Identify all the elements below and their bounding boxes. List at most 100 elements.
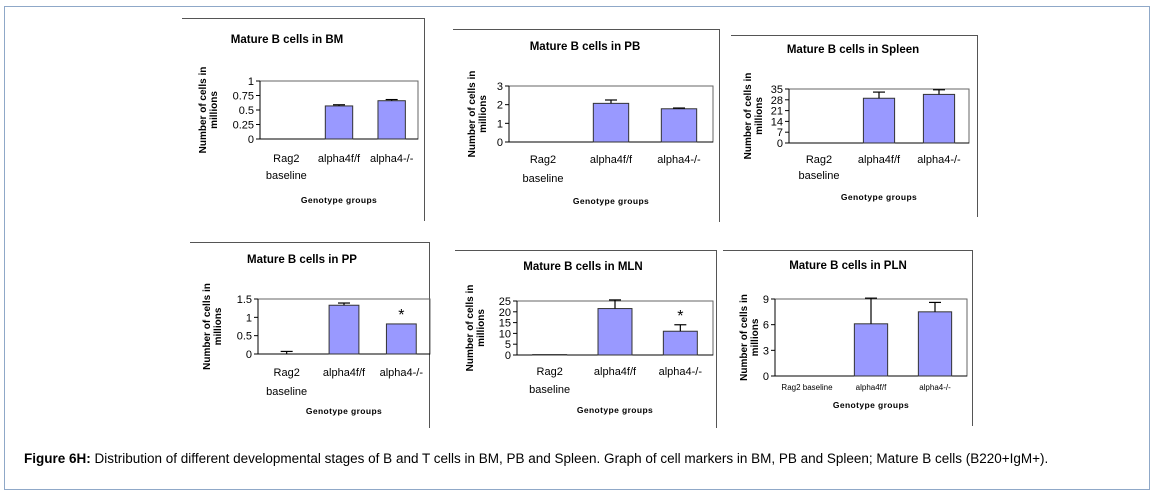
- chart-title: Mature B cells in PP: [247, 254, 357, 266]
- y-tick-label: 9: [763, 294, 769, 306]
- y-axis-label-line: millions: [750, 318, 761, 356]
- category-label: alpha4-/-: [659, 366, 703, 378]
- y-axis-label-line: millions: [209, 91, 220, 129]
- y-tick-label: 25: [499, 296, 511, 308]
- bar: [917, 311, 953, 377]
- y-axis-label-line: millions: [754, 97, 765, 135]
- bar: [662, 330, 698, 356]
- caption-text: Distribution of different developmental …: [90, 451, 1049, 466]
- chart-panel-pln: Mature B cells in PLN Number of cells inm…: [723, 250, 973, 426]
- y-tick-label: 28: [771, 95, 783, 107]
- x-axis-label: Genotype groups: [841, 192, 917, 202]
- y-axis-label: Number of cells inmillions: [739, 294, 761, 381]
- y-tick-label: 0.25: [233, 120, 254, 132]
- y-tick-label: 15: [499, 318, 511, 330]
- chart-panel-spleen: Mature B cells in Spleen Number of cells …: [731, 35, 978, 217]
- category-label: alpha4f/f: [590, 154, 633, 166]
- y-tick-label: 3: [497, 81, 503, 93]
- y-axis-label-line: millions: [478, 95, 489, 133]
- category-label: alpha4f/f: [856, 383, 887, 392]
- category-label: alpha4-/-: [370, 153, 414, 165]
- chart-title: Mature B cells in PB: [530, 41, 641, 53]
- y-tick-label: 0: [248, 134, 254, 146]
- y-axis-label-text: Number of cells inmillions: [202, 283, 224, 370]
- category-label: baseline: [266, 170, 307, 182]
- x-axis-label: Genotype groups: [833, 400, 909, 410]
- category-label: alpha4f/f: [323, 367, 366, 379]
- bar: [385, 323, 417, 355]
- y-tick-label: 6: [763, 320, 769, 332]
- chart-panel-mln: Mature B cells in MLN Number of cells inm…: [455, 250, 717, 428]
- x-axis-label: Genotype groups: [573, 196, 649, 206]
- chart-title: Mature B cells in BM: [231, 34, 343, 46]
- category-label: alpha4f/f: [858, 154, 901, 166]
- category-label: Rag2: [273, 153, 299, 165]
- y-axis-label: Number of cells inmillions: [467, 71, 489, 158]
- y-tick-label: 21: [771, 106, 783, 118]
- y-axis-label-line: millions: [213, 307, 224, 345]
- category-label: Rag2: [537, 366, 563, 378]
- y-axis-label-line: Number of cells in: [202, 283, 213, 370]
- y-tick-label: 14: [771, 116, 783, 128]
- chart-svg-pp: Mature B cells in PP Number of cells inmi…: [202, 254, 431, 416]
- y-axis-label-line: Number of cells in: [743, 73, 754, 160]
- y-axis-label-line: Number of cells in: [465, 285, 476, 372]
- category-label: alpha4-/-: [657, 154, 701, 166]
- caption-label: Figure 6H:: [24, 451, 91, 466]
- category-label: alpha4f/f: [318, 153, 361, 165]
- y-tick-label: 5: [505, 339, 511, 351]
- y-axis-label-text: Number of cells inmillions: [743, 73, 765, 160]
- y-tick-label: 2: [497, 100, 503, 112]
- bar: [377, 100, 406, 140]
- y-tick-label: 1: [248, 76, 254, 88]
- y-tick-label: 0: [763, 371, 769, 383]
- y-tick-label: 0: [497, 137, 503, 149]
- category-label: alpha4f/f: [594, 366, 637, 378]
- bar: [597, 308, 633, 356]
- y-tick-label: 3: [763, 345, 769, 357]
- chart-title: Mature B cells in Spleen: [787, 44, 919, 56]
- bar: [862, 97, 896, 144]
- bar: [328, 304, 360, 355]
- y-axis-label-line: Number of cells in: [467, 71, 478, 158]
- significance-marker: *: [677, 308, 683, 325]
- chart-title: Mature B cells in PLN: [789, 260, 907, 272]
- chart-title: Mature B cells in MLN: [523, 261, 643, 273]
- y-axis-label-text: Number of cells inmillions: [465, 285, 487, 372]
- y-tick-label: 0.75: [233, 91, 254, 103]
- significance-marker: *: [398, 307, 404, 324]
- category-label: baseline: [523, 173, 564, 185]
- category-label: baseline: [799, 170, 840, 182]
- y-axis-label-text: Number of cells inmillions: [467, 71, 489, 158]
- figure-caption: Figure 6H: Distribution of different dev…: [24, 450, 1138, 467]
- y-tick-label: 35: [771, 84, 783, 96]
- x-axis-label: Genotype groups: [577, 405, 653, 415]
- chart-svg-bm: Mature B cells in BM Number of cells inmi…: [198, 34, 419, 205]
- chart-svg-pb: Mature B cells in PB Number of cells inmi…: [467, 41, 714, 206]
- y-tick-label: 0: [505, 350, 511, 362]
- chart-svg-mln: Mature B cells in MLN Number of cells inm…: [465, 261, 714, 415]
- chart-panel-pb: Mature B cells in PB Number of cells inmi…: [453, 29, 720, 222]
- bar: [922, 93, 956, 144]
- y-tick-label: 1: [497, 118, 503, 130]
- chart-panel-pp: Mature B cells in PP Number of cells inmi…: [190, 242, 431, 428]
- category-label: baseline: [529, 384, 570, 396]
- category-label: alpha4-/-: [380, 367, 424, 379]
- y-axis-label: Number of cells inmillions: [198, 67, 220, 154]
- y-axis-label: Number of cells inmillions: [743, 73, 765, 160]
- y-axis-label: Number of cells inmillions: [202, 283, 224, 370]
- y-tick-label: 1: [246, 312, 252, 324]
- y-tick-label: 0: [777, 138, 783, 150]
- y-axis-label-line: millions: [476, 309, 487, 347]
- y-tick-label: 1.5: [237, 294, 252, 306]
- x-axis-label: Genotype groups: [306, 406, 382, 416]
- x-axis-label: Genotype groups: [301, 195, 377, 205]
- y-tick-label: 20: [499, 307, 511, 319]
- category-label: Rag2: [806, 154, 832, 166]
- category-label: Rag2: [274, 367, 300, 379]
- category-label: Rag2: [530, 154, 556, 166]
- category-label: alpha4-/-: [917, 154, 961, 166]
- y-tick-label: 0: [246, 349, 252, 361]
- category-label: alpha4-/-: [919, 383, 951, 392]
- y-tick-label: 0.5: [237, 331, 252, 343]
